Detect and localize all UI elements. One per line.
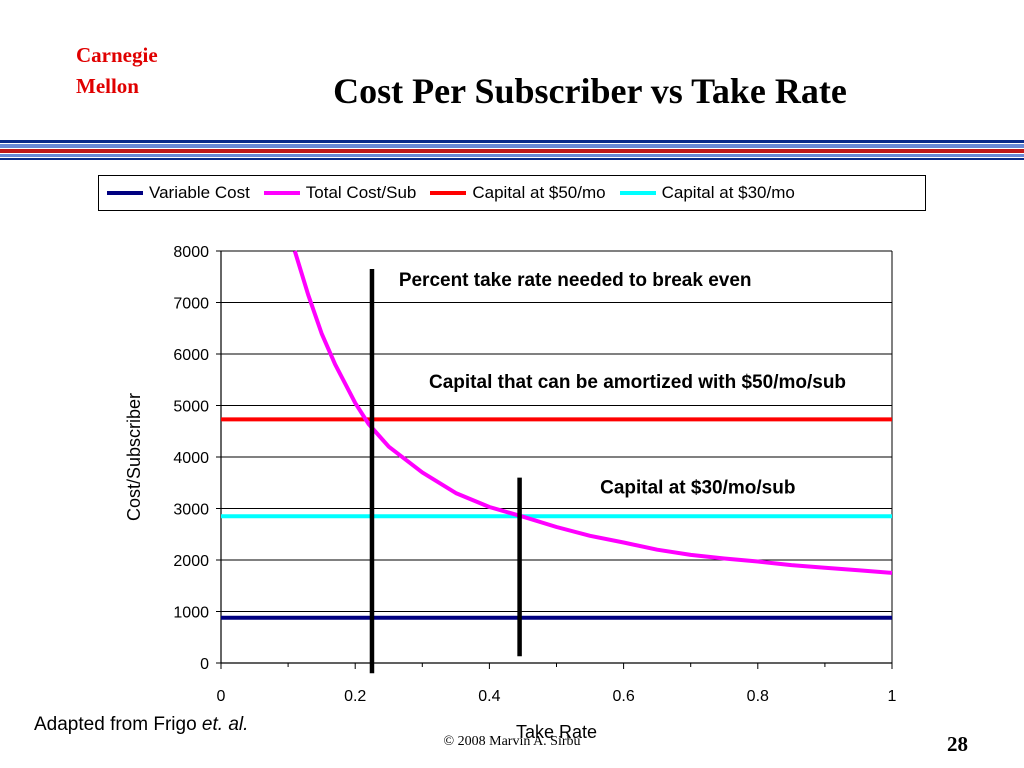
credit-text: Adapted from Frigo — [34, 714, 202, 735]
chart-legend: Variable Cost Total Cost/Sub Capital at $5… — [98, 175, 926, 211]
legend-item: Capital at $50/mo — [430, 183, 606, 203]
title-rule-stripe — [0, 158, 1024, 160]
logo-line-2: Mellon — [76, 74, 139, 98]
x-tick-label: 0.2 — [344, 688, 366, 705]
y-tick-label: 0 — [200, 656, 209, 673]
legend-item: Total Cost/Sub — [263, 183, 417, 203]
legend-item: Variable Cost — [107, 183, 250, 203]
credit-italic: et. al. — [201, 714, 249, 735]
legend-label: Variable Cost — [149, 183, 250, 202]
y-tick-label: 4000 — [173, 450, 209, 467]
slide-title: Cost Per Subscriber vs Take Rate — [333, 71, 847, 111]
x-tick-label: 0.4 — [478, 688, 500, 705]
carnegie-mellon-logo: Carnegie Mellon — [76, 40, 158, 102]
legend-label: Total Cost/Sub — [305, 183, 417, 202]
title-rule-stripe — [0, 144, 1024, 148]
legend-swatch — [619, 191, 656, 195]
y-axis-label: Cost/Subscriber — [124, 393, 144, 521]
chart-annotation: Capital at $30/mo/sub — [600, 478, 795, 499]
y-tick-label: 2000 — [173, 553, 209, 570]
y-tick-label: 8000 — [173, 244, 209, 261]
title-rule-stripe — [0, 154, 1024, 157]
x-tick-label: 0.8 — [747, 688, 769, 705]
x-tick-label: 0 — [217, 688, 226, 705]
y-tick-label: 6000 — [173, 347, 209, 364]
legend-item: Capital at $30/mo — [619, 183, 795, 203]
chart-annotation: Percent take rate needed to break even — [399, 270, 752, 291]
logo-line-1: Carnegie — [76, 43, 158, 67]
title-rule-stripe — [0, 149, 1024, 153]
x-axis-label: Take Rate — [516, 722, 597, 742]
y-tick-label: 7000 — [173, 296, 209, 313]
legend-swatch — [430, 191, 467, 195]
x-tick-label: 0.6 — [612, 688, 634, 705]
series-line — [292, 250, 893, 575]
chart-annotation: Capital that can be amortized with $50/m… — [429, 372, 846, 393]
page-number: 28 — [947, 732, 968, 756]
x-tick-label: 1 — [888, 688, 897, 705]
source-credit: Adapted from Frigo et. al. — [34, 714, 248, 736]
y-tick-label: 5000 — [173, 399, 209, 416]
legend-label: Capital at $30/mo — [661, 183, 795, 202]
legend-label: Capital at $50/mo — [472, 183, 606, 202]
y-tick-label: 1000 — [173, 605, 209, 622]
legend-swatch — [107, 191, 143, 195]
legend-swatch — [263, 191, 300, 195]
copyright-footer: © 2008 Marvin A. Sirbu — [443, 734, 581, 749]
y-tick-label: 3000 — [173, 502, 209, 519]
title-rule-stripe — [0, 140, 1024, 143]
